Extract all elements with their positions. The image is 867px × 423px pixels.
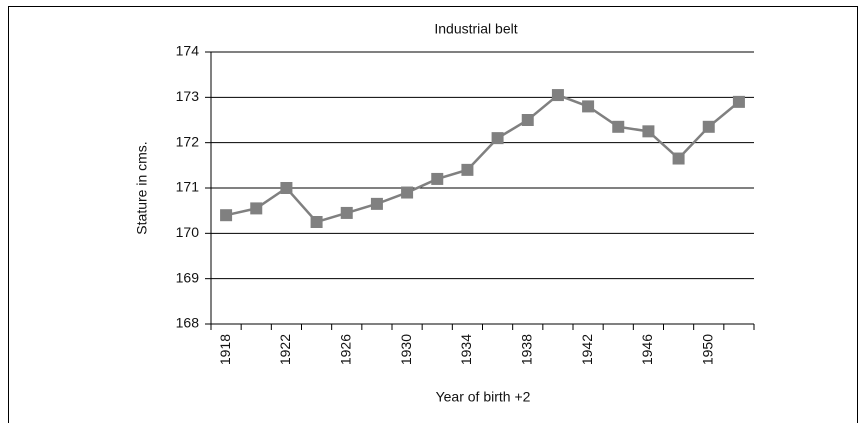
point-marker [612, 120, 625, 133]
y-axis-label: Stature in cms. [134, 141, 150, 234]
y-tick-label: 170 [176, 224, 200, 240]
point-marker [461, 163, 474, 176]
point-marker [551, 89, 564, 102]
y-tick-label: 173 [176, 88, 200, 104]
point-marker [702, 120, 715, 133]
y-tick-label: 172 [176, 133, 200, 149]
point-marker [370, 197, 383, 210]
y-tick-label: 169 [176, 269, 200, 285]
point-marker [250, 202, 263, 215]
series-line [225, 93, 740, 224]
point-marker [642, 125, 655, 138]
x-tick-label: 1918 [217, 334, 233, 365]
point-marker [310, 216, 323, 228]
x-tick-label: 1926 [337, 334, 353, 365]
point-marker [340, 206, 353, 219]
y-tick-label: 174 [176, 43, 200, 59]
x-tick-label: 1946 [639, 334, 655, 365]
point-marker [280, 182, 293, 194]
x-tick-label: 1922 [277, 334, 293, 365]
point-marker [431, 172, 444, 185]
x-tick-label: 1942 [579, 334, 595, 365]
x-tick-label: 1950 [699, 334, 715, 365]
point-marker [672, 152, 685, 165]
y-tick-label: 168 [176, 315, 200, 331]
point-marker [401, 186, 414, 199]
x-axis-label: Year of birth +2 [436, 389, 531, 405]
frame [8, 6, 858, 423]
point-marker [582, 100, 595, 113]
x-tick-label: 1938 [518, 334, 534, 365]
x-tick-label: 1934 [458, 334, 474, 365]
point-marker [521, 114, 534, 126]
y-tick-label: 171 [176, 179, 200, 195]
x-tick-label: 1930 [398, 334, 414, 365]
point-marker [732, 95, 745, 108]
point-marker [491, 132, 504, 145]
point-marker [220, 209, 233, 222]
chart-title: Industrial belt [434, 21, 517, 37]
